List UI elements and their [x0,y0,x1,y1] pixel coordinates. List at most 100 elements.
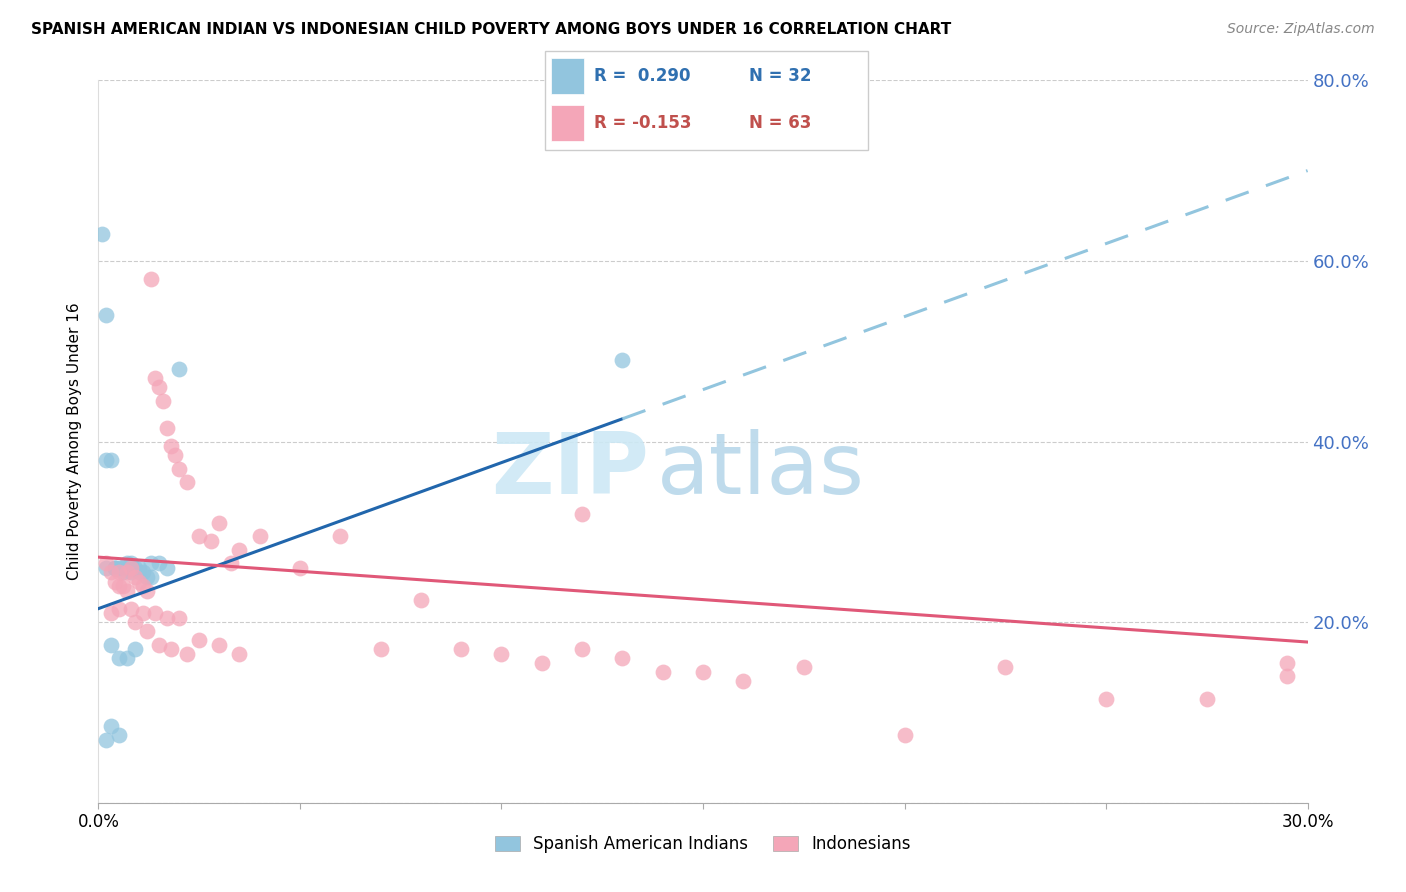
Point [111,579,134,593]
Point [139,570,162,584]
Point [1095,692,1118,706]
Text: N = 32: N = 32 [749,67,813,86]
Point [893,728,915,742]
Point [139,272,162,286]
Text: atlas: atlas [657,429,865,512]
Point [135,570,157,584]
Point [103,561,125,575]
Point [208,516,231,530]
Point [148,557,170,571]
Point [100,638,122,652]
Point [143,371,166,385]
Point [692,665,714,679]
Point [288,561,311,575]
Point [733,673,755,688]
Point [228,542,250,557]
Point [571,507,593,521]
Point [139,557,162,571]
Point [188,633,211,648]
Point [120,601,142,615]
Text: R = -0.153: R = -0.153 [595,114,692,132]
Point [208,638,231,652]
FancyBboxPatch shape [551,58,585,95]
Point [152,393,174,408]
Text: N = 63: N = 63 [749,114,811,132]
Point [143,606,166,620]
Point [156,610,179,624]
Point [124,615,146,630]
Point [91,227,114,241]
Text: ZIP: ZIP [491,429,648,512]
Y-axis label: Child Poverty Among Boys Under 16: Child Poverty Among Boys Under 16 [67,302,83,581]
Point [100,566,122,580]
Point [228,647,250,661]
Point [167,362,190,376]
Point [135,583,157,598]
Point [491,647,513,661]
FancyBboxPatch shape [544,51,869,150]
Point [132,579,155,593]
Point [96,732,118,747]
Point [107,728,129,742]
Point [188,529,211,543]
Point [96,308,118,322]
Point [156,421,179,435]
Point [160,642,183,657]
Point [135,624,157,639]
Point [96,557,118,571]
Point [450,642,472,657]
Point [167,461,190,475]
Point [103,561,125,575]
Point [156,561,179,575]
Point [329,529,352,543]
Point [612,651,634,665]
Point [100,452,122,467]
Text: R =  0.290: R = 0.290 [595,67,690,86]
Point [1277,669,1299,683]
Point [612,353,634,368]
Point [148,380,170,394]
Point [120,557,142,571]
Point [793,660,815,674]
Point [132,566,155,580]
Point [176,475,198,490]
Point [107,651,129,665]
Point [103,561,125,575]
Point [128,574,150,589]
Point [409,592,432,607]
Point [103,574,125,589]
Point [148,638,170,652]
Point [651,665,673,679]
Point [115,557,138,571]
Point [96,452,118,467]
Point [100,606,122,620]
Point [120,566,142,580]
Point [111,566,134,580]
Legend: Spanish American Indians, Indonesians: Spanish American Indians, Indonesians [488,828,918,860]
Point [128,561,150,575]
Point [100,719,122,733]
Point [115,651,138,665]
Point [176,647,198,661]
Point [115,566,138,580]
Point [107,601,129,615]
Point [132,606,155,620]
Point [107,561,129,575]
Point [107,579,129,593]
Point [1277,656,1299,670]
Point [200,533,222,548]
Point [115,583,138,598]
Point [167,610,190,624]
Point [107,566,129,580]
Text: Source: ZipAtlas.com: Source: ZipAtlas.com [1227,22,1375,37]
Point [571,642,593,657]
Point [530,656,553,670]
Point [111,561,134,575]
Point [221,557,243,571]
Point [249,529,271,543]
Point [994,660,1017,674]
Point [124,561,146,575]
Point [370,642,392,657]
FancyBboxPatch shape [551,105,585,141]
Point [1195,692,1218,706]
